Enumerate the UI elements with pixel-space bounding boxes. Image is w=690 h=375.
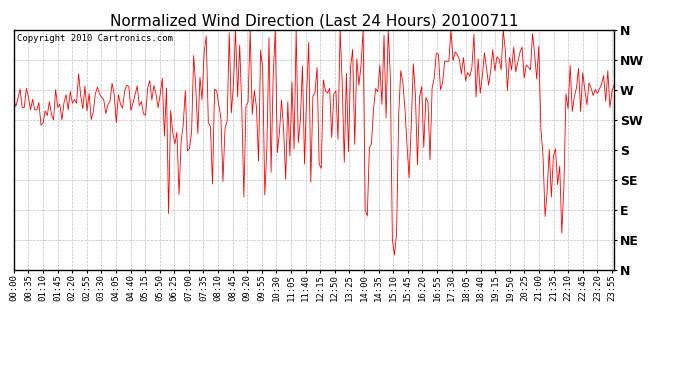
Title: Normalized Wind Direction (Last 24 Hours) 20100711: Normalized Wind Direction (Last 24 Hours… — [110, 14, 518, 29]
Text: Copyright 2010 Cartronics.com: Copyright 2010 Cartronics.com — [17, 34, 172, 43]
